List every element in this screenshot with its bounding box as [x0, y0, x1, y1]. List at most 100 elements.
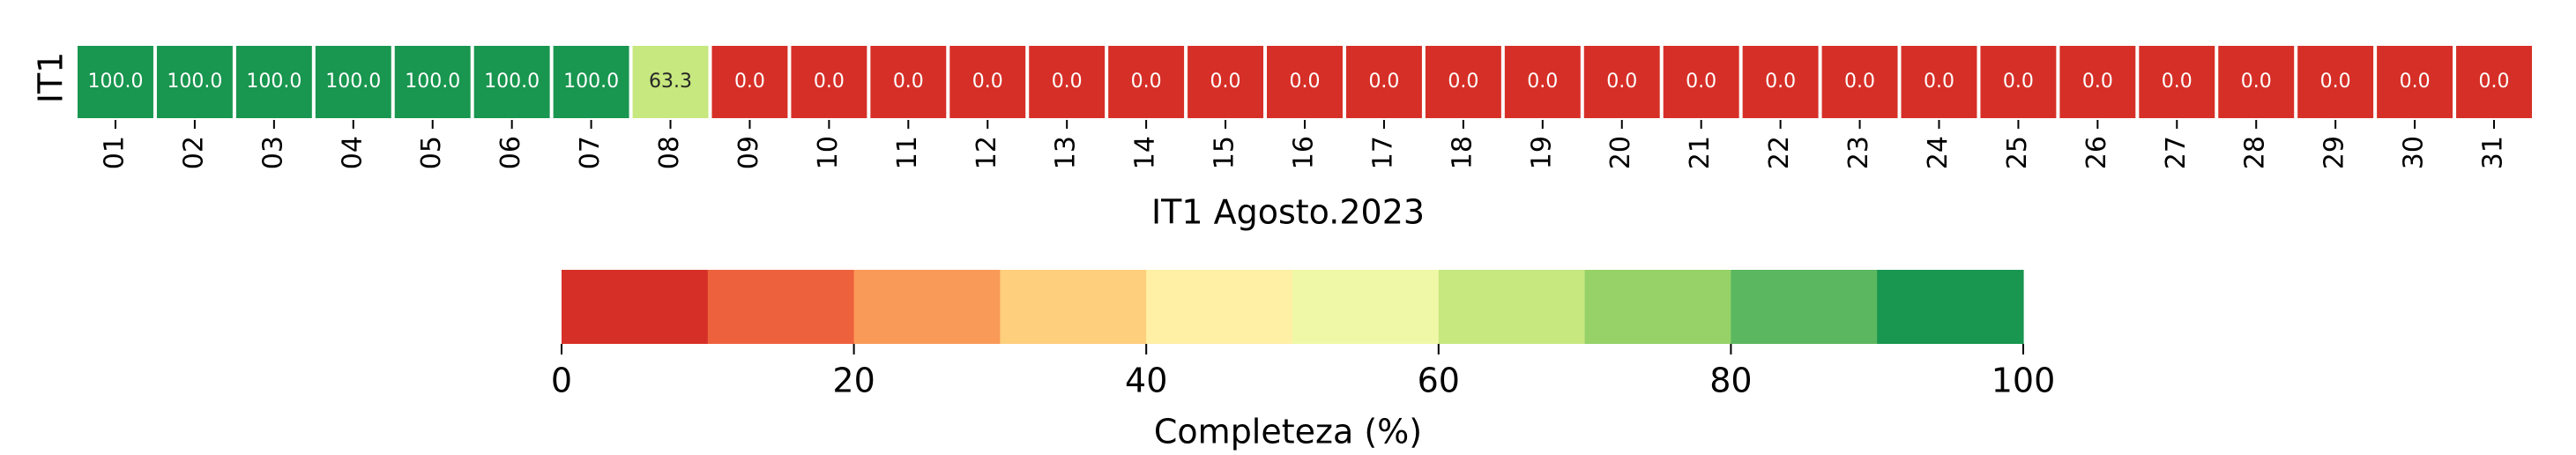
x-tick-label: 23: [1843, 136, 1874, 169]
heatmap-cell: [1345, 46, 1422, 118]
heatmap-cell-label: 0.0: [2082, 71, 2113, 93]
x-tick-label: 19: [1526, 136, 1557, 169]
heatmap-cell-label: 63.3: [649, 71, 692, 93]
heatmap-cell: [394, 46, 471, 118]
colorbar-tick-label: 100: [1992, 362, 2056, 400]
heatmap-cell: [2059, 46, 2136, 118]
heatmap-cell: [1187, 46, 1264, 118]
heatmap-cell: [473, 46, 550, 118]
x-tick-label: 31: [2478, 136, 2509, 169]
heatmap-cell: [1980, 46, 2057, 118]
x-axis-ticks: 01 02 03 04 05 06 07 08 09 10 11 12 13 14 15 16 17 18 19 20…: [99, 120, 2509, 169]
x-tick-label: 29: [2319, 136, 2350, 169]
x-tick-label: 05: [416, 136, 447, 169]
colorbar: [562, 270, 2024, 344]
heatmap-cell: [235, 46, 312, 118]
heatmap-cell: [1504, 46, 1581, 118]
colorbar-segment: [1584, 270, 1731, 344]
heatmap-cell-label: 0.0: [893, 71, 924, 93]
heatmap-cell-label: 0.0: [1368, 71, 1399, 93]
heatmap-cell-label: 0.0: [734, 71, 765, 93]
heatmap-cell: [2377, 46, 2453, 118]
heatmap-cell-label: 100.0: [325, 71, 381, 93]
x-tick-label: 20: [1605, 136, 1636, 169]
colorbar-tick-label: 20: [832, 362, 875, 400]
heatmap-cell-label: 100.0: [563, 71, 619, 93]
heatmap-cell: [78, 46, 153, 118]
heatmap-cell: [2218, 46, 2295, 118]
colorbar-segment: [853, 270, 1001, 344]
heatmap-cell: [1583, 46, 1660, 118]
heatmap-cell: [1029, 46, 1106, 118]
colorbar-label: Completeza (%): [1154, 413, 1422, 451]
heatmap-cell-label: 100.0: [167, 71, 222, 93]
heatmap-cell-label: 0.0: [1686, 71, 1716, 93]
heatmap-cell: [711, 46, 788, 118]
heatmap-cell-label: 0.0: [1527, 71, 1558, 93]
heatmap-cell-label: 0.0: [972, 71, 1003, 93]
colorbar-tick-label: 60: [1418, 362, 1460, 400]
x-tick-label: 22: [1764, 136, 1795, 169]
heatmap-cell-label: 100.0: [246, 71, 302, 93]
colorbar-segment: [1292, 270, 1440, 344]
colorbar-segment: [1000, 270, 1147, 344]
x-tick-label: 24: [1923, 136, 1954, 169]
colorbar-segment: [1438, 270, 1586, 344]
heatmap-cell-label: 0.0: [1448, 71, 1478, 93]
heatmap-cells: 100.0 100.0 100.0 100.0 100.0 100.0 100.0 63.3 0…: [78, 46, 2532, 118]
heatmap-cell: [2139, 46, 2215, 118]
x-tick-label: 25: [2002, 136, 2033, 169]
x-tick-label: 28: [2240, 136, 2271, 169]
heatmap-cell: [1742, 46, 1819, 118]
heatmap-cell-label: 0.0: [2320, 71, 2351, 93]
x-tick-label: 17: [1367, 136, 1398, 169]
x-tick-label: 11: [892, 136, 923, 169]
x-tick-label: 02: [178, 136, 209, 169]
heatmap-cell-label: 0.0: [2241, 71, 2272, 93]
heatmap-cell: [1108, 46, 1185, 118]
colorbar-segment: [1731, 270, 1878, 344]
x-tick-label: 06: [495, 136, 526, 169]
heatmap-cell-label: 0.0: [1924, 71, 1954, 93]
heatmap-cell: [1425, 46, 1501, 118]
heatmap-cell-label: 0.0: [1290, 71, 1321, 93]
heatmap-cell: [2456, 46, 2532, 118]
heatmap-cell: [1663, 46, 1739, 118]
x-tick-label: 09: [733, 136, 764, 169]
row-label: IT1: [32, 52, 71, 104]
x-tick-label: 01: [99, 136, 130, 169]
heatmap-cell: [2297, 46, 2374, 118]
colorbar-tick-label: 0: [551, 362, 572, 400]
x-tick-label: 27: [2161, 136, 2192, 169]
x-tick-label: 07: [575, 136, 606, 169]
heatmap-cell: [791, 46, 867, 118]
x-axis-label: IT1 Agosto.2023: [1151, 193, 1425, 232]
heatmap-cell: [949, 46, 1026, 118]
x-tick-label: 30: [2399, 136, 2430, 169]
heatmap-cell: [156, 46, 233, 118]
x-tick-label: 10: [813, 136, 844, 169]
heatmap-cell-label: 0.0: [1052, 71, 1083, 93]
heatmap-cell-label: 0.0: [1606, 71, 1637, 93]
colorbar-ticks: 0 20 40 60 80 100: [551, 344, 2055, 400]
heatmap-cell-label: 0.0: [1844, 71, 1875, 93]
colorbar-segment: [707, 270, 855, 344]
colorbar-segment: [1146, 270, 1293, 344]
heatmap-cell: [1901, 46, 1977, 118]
heatmap-cell: [1821, 46, 1898, 118]
heatmap-cell-label: 0.0: [814, 71, 845, 93]
x-tick-label: 18: [1447, 136, 1478, 169]
x-tick-label: 08: [654, 136, 685, 169]
heatmap-cell: [632, 46, 709, 118]
heatmap-cell-label: 0.0: [1210, 71, 1241, 93]
x-tick-label: 03: [257, 136, 288, 169]
heatmap-cell-label: 100.0: [405, 71, 460, 93]
heatmap-cell-label: 100.0: [87, 71, 143, 93]
x-tick-label: 21: [1685, 136, 1716, 169]
x-tick-label: 16: [1289, 136, 1320, 169]
x-tick-label: 13: [1051, 136, 1082, 169]
heatmap-cell: [315, 46, 391, 118]
x-tick-label: 26: [2081, 136, 2112, 169]
colorbar-segment: [562, 270, 709, 344]
